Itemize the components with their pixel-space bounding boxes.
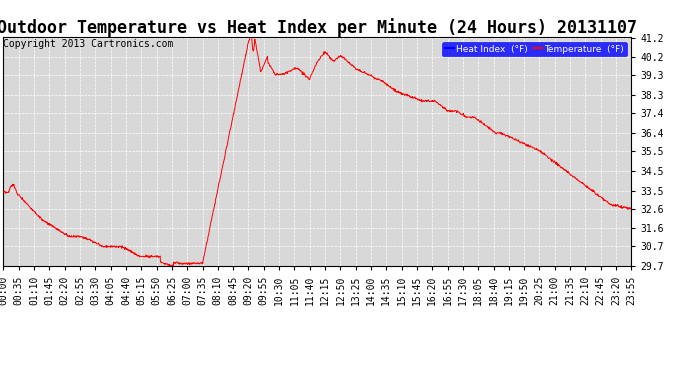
Legend: Heat Index  (°F), Temperature  (°F): Heat Index (°F), Temperature (°F) (442, 42, 627, 56)
Text: Copyright 2013 Cartronics.com: Copyright 2013 Cartronics.com (3, 39, 174, 49)
Title: Outdoor Temperature vs Heat Index per Minute (24 Hours) 20131107: Outdoor Temperature vs Heat Index per Mi… (0, 18, 638, 38)
